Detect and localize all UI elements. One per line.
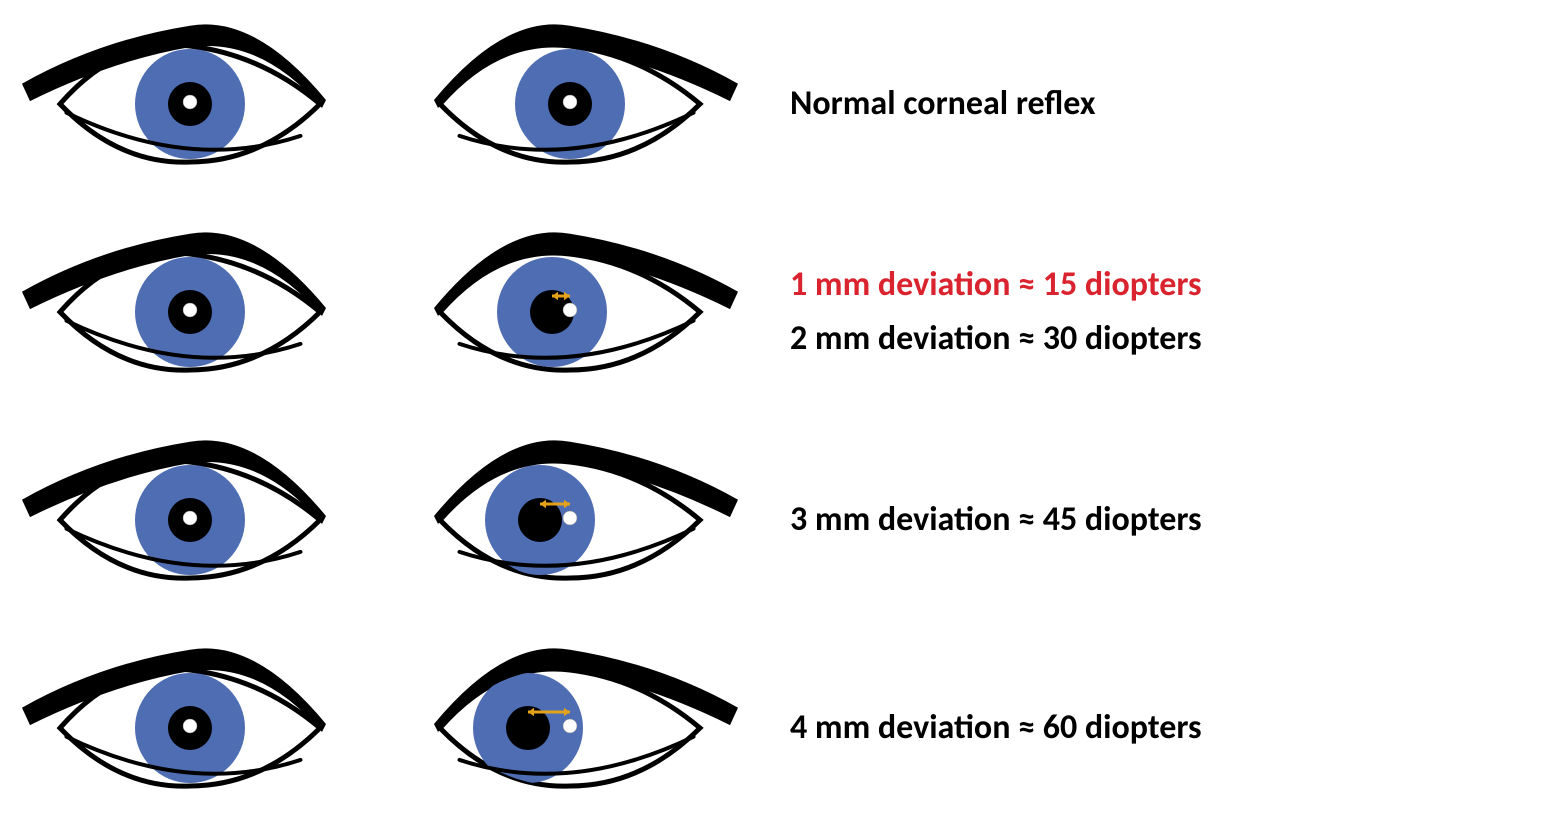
deviation-label: 3 mm deviation ≈ 45 diopters bbox=[790, 499, 1530, 542]
corneal-reflex bbox=[563, 303, 577, 317]
corneal-reflex-diagram: Normal corneal reflex 1 mm deviation ≈ 15… bbox=[0, 0, 1548, 832]
row-normal: Normal corneal reflex bbox=[0, 0, 1548, 208]
row-4mm-right-eye bbox=[400, 624, 740, 832]
row-labels: Normal corneal reflex bbox=[790, 0, 1530, 208]
deviation-label: 2 mm deviation ≈ 30 diopters bbox=[790, 318, 1530, 361]
row-normal-right-eye bbox=[400, 0, 740, 208]
corneal-reflex bbox=[183, 303, 197, 317]
eye-pair bbox=[0, 0, 760, 208]
deviation-label: 4 mm deviation ≈ 60 diopters bbox=[790, 707, 1530, 750]
row-2mm-right-eye bbox=[400, 208, 740, 416]
row-labels: 4 mm deviation ≈ 60 diopters bbox=[790, 624, 1530, 832]
corneal-reflex bbox=[183, 719, 197, 733]
deviation-label: Normal corneal reflex bbox=[790, 83, 1530, 126]
row-2mm: 1 mm deviation ≈ 15 diopters 2 mm deviati… bbox=[0, 208, 1548, 416]
corneal-reflex bbox=[563, 719, 577, 733]
eye-pair bbox=[0, 624, 760, 832]
row-normal-left-eye bbox=[20, 0, 360, 208]
deviation-label: 1 mm deviation ≈ 15 diopters bbox=[790, 264, 1530, 307]
row-labels: 3 mm deviation ≈ 45 diopters bbox=[790, 416, 1530, 624]
corneal-reflex bbox=[183, 95, 197, 109]
row-2mm-left-eye bbox=[20, 208, 360, 416]
corneal-reflex bbox=[563, 511, 577, 525]
row-labels: 1 mm deviation ≈ 15 diopters 2 mm deviati… bbox=[790, 208, 1530, 416]
row-3mm-left-eye bbox=[20, 416, 360, 624]
row-3mm-right-eye bbox=[400, 416, 740, 624]
corneal-reflex bbox=[183, 511, 197, 525]
row-4mm: 4 mm deviation ≈ 60 diopters bbox=[0, 624, 1548, 832]
row-3mm: 3 mm deviation ≈ 45 diopters bbox=[0, 416, 1548, 624]
eye-pair bbox=[0, 416, 760, 624]
corneal-reflex bbox=[563, 95, 577, 109]
eye-pair bbox=[0, 208, 760, 416]
row-4mm-left-eye bbox=[20, 624, 360, 832]
